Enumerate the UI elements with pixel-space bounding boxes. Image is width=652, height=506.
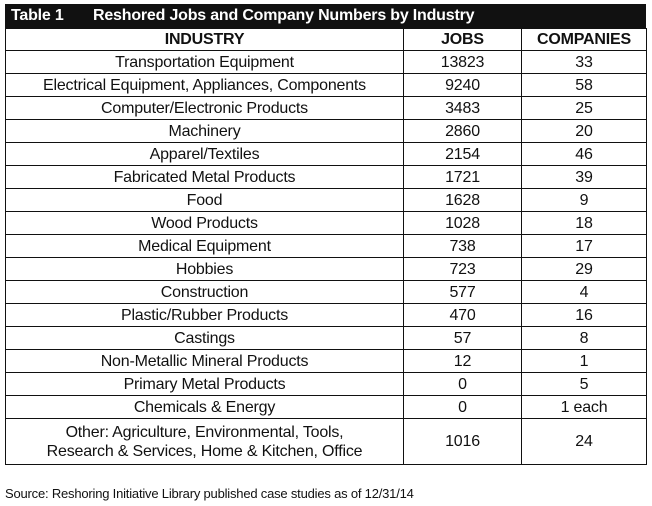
cell-jobs: 1721 [403, 165, 522, 189]
table-row: Construction 577 4 [5, 280, 647, 304]
table-row: Primary Metal Products 0 5 [5, 372, 647, 396]
cell-industry-line1: Other: Agriculture, Environmental, Tools… [65, 423, 344, 441]
cell-industry: Non-Metallic Mineral Products [5, 349, 404, 373]
cell-companies: 39 [521, 165, 647, 189]
cell-companies: 5 [521, 372, 647, 396]
cell-industry: Machinery [5, 119, 404, 143]
cell-companies: 1 [521, 349, 647, 373]
cell-jobs: 1016 [403, 418, 522, 465]
cell-jobs: 1628 [403, 188, 522, 212]
table-row: Apparel/Textiles 2154 46 [5, 142, 647, 166]
header-companies: COMPANIES [521, 28, 647, 51]
cell-jobs: 738 [403, 234, 522, 258]
cell-jobs: 3483 [403, 96, 522, 120]
cell-companies: 4 [521, 280, 647, 304]
cell-industry: Other: Agriculture, Environmental, Tools… [5, 418, 404, 465]
cell-companies: 25 [521, 96, 647, 120]
table-row: Fabricated Metal Products 1721 39 [5, 165, 647, 189]
reshored-jobs-table: INDUSTRY JOBS COMPANIES Transportation E… [5, 28, 647, 465]
cell-industry: Primary Metal Products [5, 372, 404, 396]
cell-jobs: 13823 [403, 50, 522, 74]
cell-industry-line2: Research & Services, Home & Kitchen, Off… [46, 442, 363, 460]
cell-companies: 17 [521, 234, 647, 258]
table-row: Wood Products 1028 18 [5, 211, 647, 235]
cell-industry: Hobbies [5, 257, 404, 281]
cell-industry: Computer/Electronic Products [5, 96, 404, 120]
cell-industry: Wood Products [5, 211, 404, 235]
cell-companies: 58 [521, 73, 647, 97]
table-row: Transportation Equipment 13823 33 [5, 50, 647, 74]
header-industry: INDUSTRY [5, 28, 404, 51]
table-row: Non-Metallic Mineral Products 12 1 [5, 349, 647, 373]
table-row: Castings 57 8 [5, 326, 647, 350]
cell-companies: 1 each [521, 395, 647, 419]
cell-industry: Apparel/Textiles [5, 142, 404, 166]
table-row: Plastic/Rubber Products 470 16 [5, 303, 647, 327]
cell-jobs: 12 [403, 349, 522, 373]
cell-companies: 18 [521, 211, 647, 235]
header-row: INDUSTRY JOBS COMPANIES [5, 28, 647, 51]
cell-companies: 16 [521, 303, 647, 327]
cell-companies: 20 [521, 119, 647, 143]
cell-industry: Construction [5, 280, 404, 304]
cell-jobs: 470 [403, 303, 522, 327]
cell-jobs: 2860 [403, 119, 522, 143]
table-row: Hobbies 723 29 [5, 257, 647, 281]
table-body: Transportation Equipment 13823 33 Electrica… [5, 50, 647, 465]
cell-companies: 8 [521, 326, 647, 350]
table-row: Electrical Equipment, Appliances, Compon… [5, 73, 647, 97]
cell-industry: Medical Equipment [5, 234, 404, 258]
cell-jobs: 577 [403, 280, 522, 304]
table-row: Computer/Electronic Products 3483 25 [5, 96, 647, 120]
table-row-other: Other: Agriculture, Environmental, Tools… [5, 418, 647, 465]
cell-jobs: 57 [403, 326, 522, 350]
table-number: Table 1 [11, 7, 64, 24]
cell-industry: Transportation Equipment [5, 50, 404, 74]
cell-industry: Chemicals & Energy [5, 395, 404, 419]
header-jobs: JOBS [403, 28, 522, 51]
cell-jobs: 0 [403, 372, 522, 396]
cell-companies: 33 [521, 50, 647, 74]
cell-industry: Food [5, 188, 404, 212]
cell-companies: 46 [521, 142, 647, 166]
table-row: Chemicals & Energy 0 1 each [5, 395, 647, 419]
cell-industry: Castings [5, 326, 404, 350]
cell-industry: Plastic/Rubber Products [5, 303, 404, 327]
cell-jobs: 9240 [403, 73, 522, 97]
cell-companies: 29 [521, 257, 647, 281]
cell-companies: 9 [521, 188, 647, 212]
source-note: Source: Reshoring Initiative Library pub… [5, 486, 414, 501]
table-row: Food 1628 9 [5, 188, 647, 212]
cell-jobs: 2154 [403, 142, 522, 166]
cell-industry: Electrical Equipment, Appliances, Compon… [5, 73, 404, 97]
cell-companies: 24 [521, 418, 647, 465]
table-row: Machinery 2860 20 [5, 119, 647, 143]
cell-jobs: 723 [403, 257, 522, 281]
table-title-bar: Table 1 Reshored Jobs and Company Numbers… [5, 4, 646, 28]
table-container: Table 1 Reshored Jobs and Company Numbers… [5, 4, 647, 465]
cell-jobs: 1028 [403, 211, 522, 235]
cell-jobs: 0 [403, 395, 522, 419]
table-row: Medical Equipment 738 17 [5, 234, 647, 258]
table-title: Reshored Jobs and Company Numbers by Ind… [93, 7, 475, 24]
cell-industry: Fabricated Metal Products [5, 165, 404, 189]
